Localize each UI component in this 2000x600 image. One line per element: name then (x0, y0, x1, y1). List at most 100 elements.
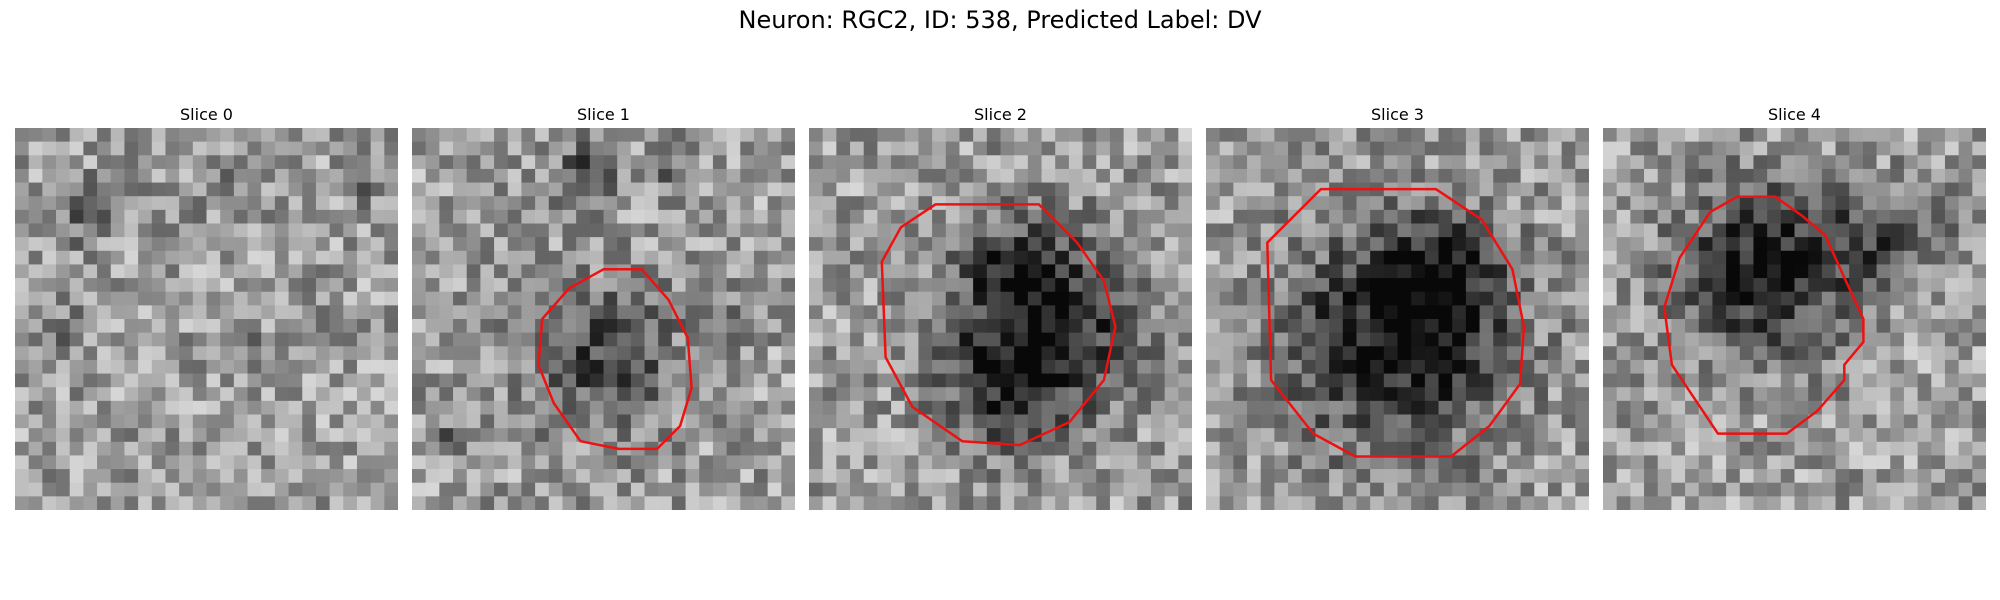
pixel (1055, 441, 1070, 457)
pixel (1096, 455, 1111, 470)
pixel (1808, 428, 1823, 443)
pixel (1561, 332, 1576, 347)
pixel (576, 455, 591, 470)
pixel (1260, 441, 1275, 457)
pixel (1712, 291, 1727, 306)
pixel (1329, 305, 1344, 320)
pixel (1547, 428, 1563, 443)
pixel (1547, 400, 1563, 416)
pixel (42, 278, 57, 293)
pixel (1438, 332, 1453, 347)
pixel (1575, 223, 1589, 238)
pixel (1547, 168, 1563, 184)
pixel (151, 128, 167, 143)
pixel (1178, 428, 1192, 443)
pixel (1356, 319, 1371, 334)
pixel (973, 373, 988, 388)
pixel (1465, 441, 1481, 457)
pixel (1753, 359, 1768, 375)
pixel (589, 155, 605, 170)
pixel (1383, 128, 1399, 143)
pixel (1575, 359, 1589, 375)
pixel (959, 141, 974, 156)
pixel (959, 237, 974, 252)
pixel (1671, 455, 1686, 470)
pixel (1835, 305, 1850, 320)
pixel (110, 428, 126, 443)
pixel (699, 155, 714, 170)
pixel (685, 141, 700, 156)
pixel (918, 469, 933, 484)
pixel (247, 209, 262, 225)
pixel (630, 128, 646, 143)
pixel (863, 469, 878, 484)
pixel (1808, 414, 1823, 429)
pixel (548, 373, 564, 388)
pixel (671, 387, 687, 402)
pixel (1315, 469, 1330, 484)
pixel (179, 223, 194, 238)
pixel (425, 182, 440, 197)
pixel (1726, 128, 1741, 143)
pixel (1767, 496, 1782, 510)
pixel (1821, 346, 1837, 361)
pixel (1288, 319, 1303, 334)
pixel (1479, 209, 1494, 225)
pixel (1260, 387, 1275, 402)
pixel (1931, 291, 1946, 306)
pixel (1917, 237, 1932, 252)
pixel (1712, 168, 1727, 184)
pixel (1561, 168, 1576, 184)
pixel (356, 291, 372, 306)
pixel (986, 182, 1002, 197)
pixel (1411, 482, 1426, 497)
pixel (1123, 141, 1138, 156)
pixel (1452, 264, 1467, 279)
pixel (809, 209, 824, 225)
pixel (1972, 278, 1986, 293)
pixel (288, 141, 303, 156)
pixel (1301, 209, 1317, 225)
pixel (1342, 469, 1358, 484)
pixel (1931, 128, 1946, 143)
pixel (576, 305, 591, 320)
pixel (83, 455, 98, 470)
pixel (1315, 441, 1330, 457)
pixel (1712, 373, 1727, 388)
pixel (179, 319, 194, 334)
pixel (302, 237, 317, 252)
pixel (370, 332, 385, 347)
pixel (1780, 373, 1796, 388)
pixel (1808, 496, 1823, 510)
pixel (453, 332, 468, 347)
pixel (1465, 359, 1481, 375)
pixel (1794, 373, 1809, 388)
pixel (384, 469, 398, 484)
pixel (617, 319, 632, 334)
pixel (1479, 373, 1494, 388)
pixel (1808, 346, 1823, 361)
pixel (617, 168, 632, 184)
pixel (1342, 387, 1358, 402)
pixel (1301, 182, 1317, 197)
pixel (726, 250, 741, 266)
pixel (630, 182, 646, 197)
pixel (302, 400, 317, 416)
pixel (959, 223, 974, 238)
pixel (1274, 223, 1289, 238)
pixel (1356, 400, 1371, 416)
pixel (1808, 387, 1823, 402)
pixel (274, 128, 290, 143)
pixel (562, 237, 577, 252)
pixel (1890, 278, 1905, 293)
pixel (1767, 305, 1782, 320)
pixel (1424, 469, 1440, 484)
pixel (1055, 400, 1070, 416)
pixel (356, 209, 372, 225)
pixel (69, 332, 84, 347)
pixel (1849, 482, 1864, 497)
pixel (1150, 346, 1166, 361)
pixel (261, 209, 276, 225)
pixel (1520, 223, 1535, 238)
pixel (480, 319, 495, 334)
